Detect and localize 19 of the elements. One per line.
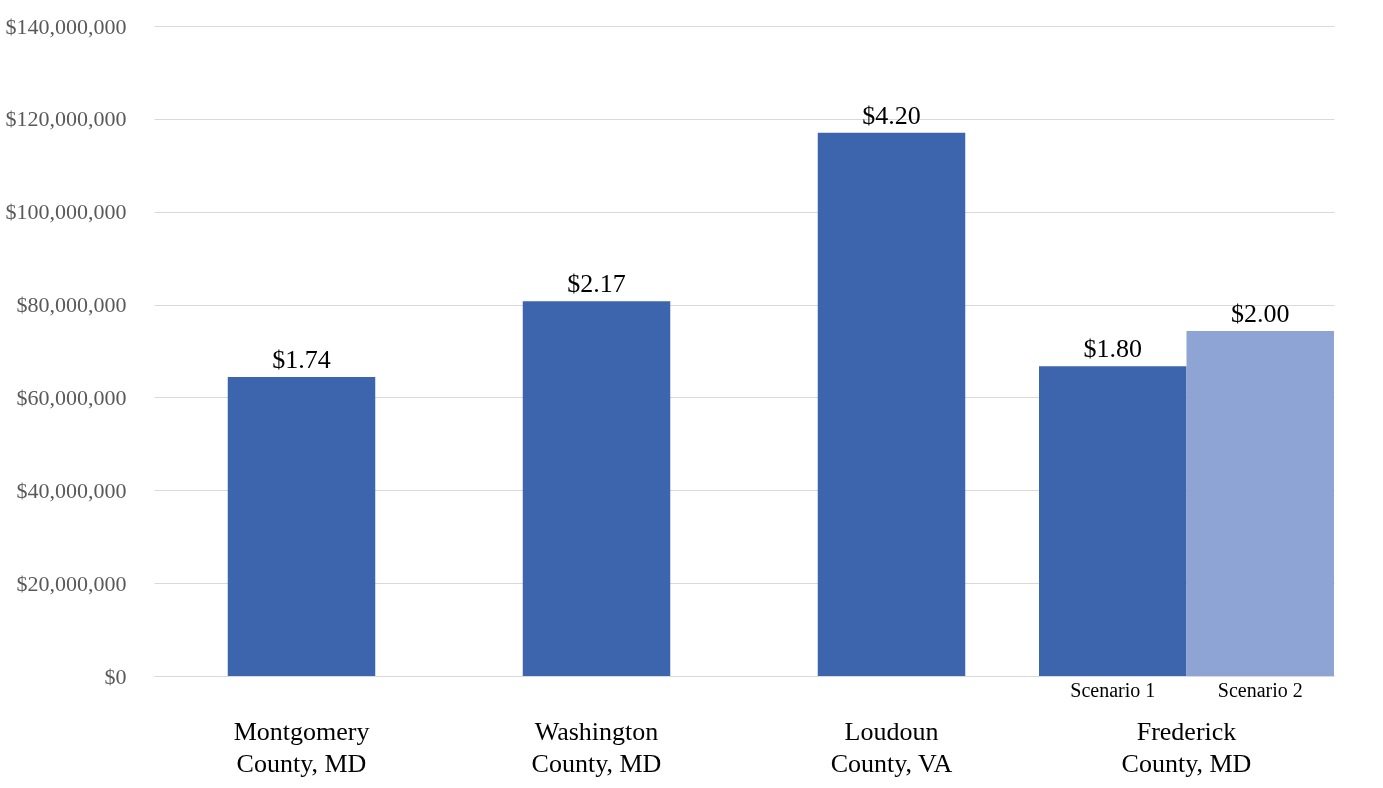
x-tick-label: Frederick County, MD [1121,716,1252,778]
y-tick-label: $140,000,000 [5,13,127,39]
y-tick-label: $80,000,000 [16,292,127,318]
y-tick-label: $0 [104,663,127,689]
y-tick-label: $100,000,000 [5,199,127,225]
annotation: $2.00 [1231,299,1290,329]
x-tick-label: Loudoun County, VA [830,716,953,778]
series-label: Scenario 2 [1217,679,1303,701]
annotation: $2.17 [567,269,626,299]
y-tick-label: $40,000,000 [16,477,127,503]
series-label: Scenario 1 [1070,679,1156,701]
y-tick-label: $20,000,000 [16,570,127,596]
annotation: $4.20 [862,100,921,130]
annotation: $1.80 [1083,334,1142,364]
annotation: $1.74 [272,345,331,374]
y-tick-label: $60,000,000 [16,384,127,410]
x-tick-label: Washington County, MD [531,716,662,778]
x-tick-label: Montgomery County, MD [233,716,370,778]
y-tick-label: $120,000,000 [5,106,127,132]
